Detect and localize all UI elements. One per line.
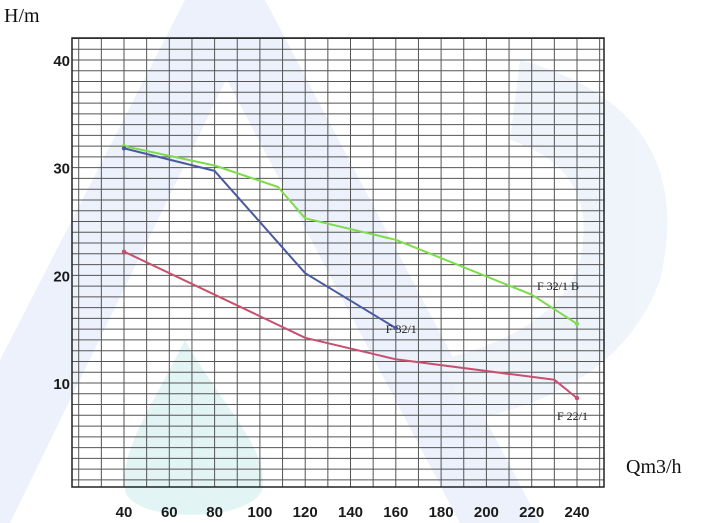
series-group: F 32/1 B F 32/1 F 22/1 bbox=[121, 143, 588, 423]
x-axis-title: Qm3/h bbox=[626, 456, 682, 478]
x-tick-label: 140 bbox=[338, 504, 363, 521]
tick-labels: 40 60 80 100 120 140 160 180 200 220 240 10 20 30 40 bbox=[53, 53, 589, 521]
series-line bbox=[123, 250, 578, 399]
x-tick-label: 220 bbox=[519, 504, 544, 521]
series-label: F 32/1 bbox=[386, 322, 417, 336]
axis-titles: H/m Qm3/h bbox=[4, 5, 682, 478]
series-point bbox=[121, 146, 127, 151]
x-tick-label: 60 bbox=[161, 504, 178, 521]
series-point bbox=[393, 325, 398, 331]
series-line bbox=[123, 147, 397, 329]
plot-frame bbox=[71, 37, 605, 488]
series-line bbox=[123, 145, 578, 325]
series-point bbox=[574, 321, 580, 326]
series-point bbox=[574, 395, 580, 401]
x-tick-label: 160 bbox=[383, 504, 408, 521]
watermark-logo bbox=[0, 0, 668, 523]
y-axis-title: H/m bbox=[4, 5, 40, 27]
y-tick-label: 40 bbox=[53, 53, 70, 70]
chart-grid bbox=[71, 37, 605, 488]
x-tick-label: 180 bbox=[429, 504, 454, 521]
series-point bbox=[121, 249, 127, 254]
x-tick-label: 240 bbox=[564, 504, 589, 521]
y-tick-label: 30 bbox=[53, 161, 70, 178]
x-tick-label: 100 bbox=[247, 504, 272, 521]
x-tick-label: 200 bbox=[474, 504, 499, 521]
x-tick-label: 40 bbox=[116, 504, 133, 521]
y-tick-label: 20 bbox=[53, 268, 70, 285]
series-label: F 22/1 bbox=[557, 409, 588, 423]
series-label: F 32/1 B bbox=[537, 279, 579, 293]
x-tick-label: 80 bbox=[206, 504, 223, 521]
x-tick-label: 120 bbox=[293, 504, 318, 521]
y-tick-label: 10 bbox=[53, 376, 70, 393]
